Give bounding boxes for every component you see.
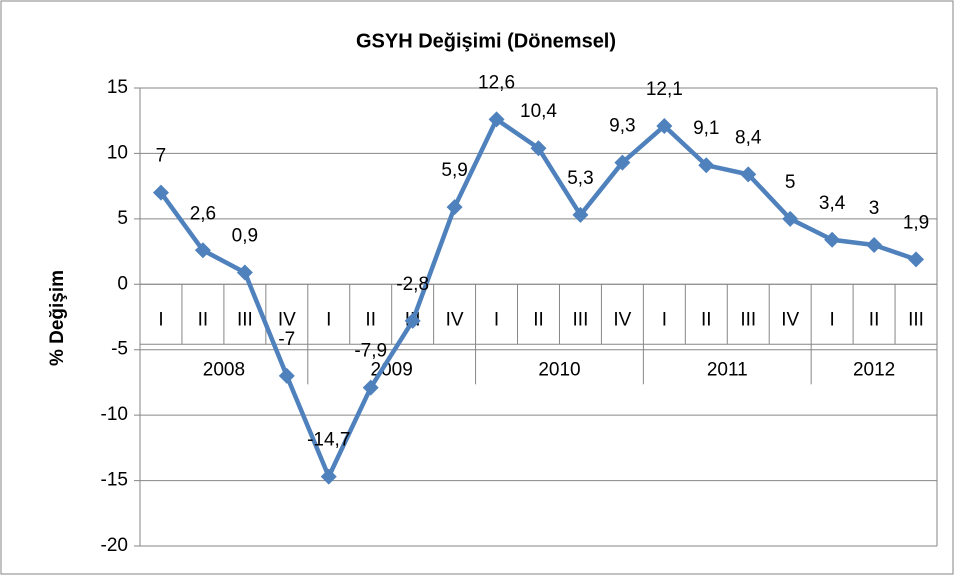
data-label: -14,7 [307,430,350,451]
point-marker [572,206,589,223]
point-marker [152,184,169,201]
data-label: 3 [869,198,880,219]
x-group-label: 2008 [203,359,245,380]
x-tick-label: IV [446,309,464,330]
y-axis-label: % Değişim [47,270,68,366]
chart-title: GSYH Değişimi (Dönemsel) [356,30,616,52]
point-marker [698,157,715,174]
x-tick-label: II [533,309,544,330]
x-tick-label: III [573,309,589,330]
x-tick-label: II [869,309,880,330]
point-marker [236,264,253,281]
point-marker [614,154,631,171]
data-label: 3,4 [819,193,846,214]
x-group-label: 2011 [707,359,748,380]
point-marker [866,237,883,254]
data-label: -7,9 [354,341,387,362]
data-label: 9,3 [609,116,635,137]
x-tick-label: I [829,309,834,330]
point-marker [530,140,547,157]
x-tick-label: I [662,309,667,330]
point-marker [404,312,421,329]
x-tick-label: I [326,309,331,330]
point-marker [278,367,295,384]
y-tick-label: -10 [101,404,128,425]
y-tick-label: 0 [117,273,128,294]
point-marker [656,117,673,134]
x-tick-label: III [908,309,924,330]
data-label: -2,8 [396,274,429,295]
point-marker [908,251,925,268]
x-tick-label: III [740,309,756,330]
y-tick-label: 5 [117,208,128,229]
data-label: 0,9 [232,226,258,247]
y-tick-label: -20 [101,535,128,556]
x-tick-label: III [237,309,253,330]
data-label: 9,1 [693,118,719,139]
point-marker [782,210,799,227]
point-marker [194,242,211,259]
data-label: 8,4 [735,127,762,148]
x-tick-label: II [198,309,209,330]
x-tick-label: IV [278,309,296,330]
point-marker [446,199,463,216]
data-label: 7 [156,146,167,167]
x-tick-label: I [158,309,163,330]
x-tick-label: II [701,309,712,330]
data-label: 12,6 [478,72,515,93]
x-tick-label: II [365,309,376,330]
y-tick-label: -15 [101,470,128,491]
point-marker [320,468,337,485]
y-tick-label: -5 [111,339,128,360]
y-tick-label: 15 [107,77,128,98]
y-tick-label: 10 [107,142,128,163]
data-label: 1,9 [903,212,929,233]
point-marker [824,231,841,248]
point-marker [362,379,379,396]
x-tick-label: IV [613,309,631,330]
x-tick-label: I [494,309,499,330]
data-label: 10,4 [520,101,557,122]
point-marker [488,111,505,128]
data-label: 5,9 [441,160,467,181]
data-label: 5 [785,172,796,193]
point-marker [740,166,757,183]
data-label: 5,3 [567,168,593,189]
data-label: -7 [278,329,295,350]
x-group-label: 2012 [853,359,895,380]
x-tick-label: IV [781,309,799,330]
x-group-label: 2010 [538,359,580,380]
data-label: 12,1 [646,79,683,100]
data-label: 2,6 [190,203,216,224]
